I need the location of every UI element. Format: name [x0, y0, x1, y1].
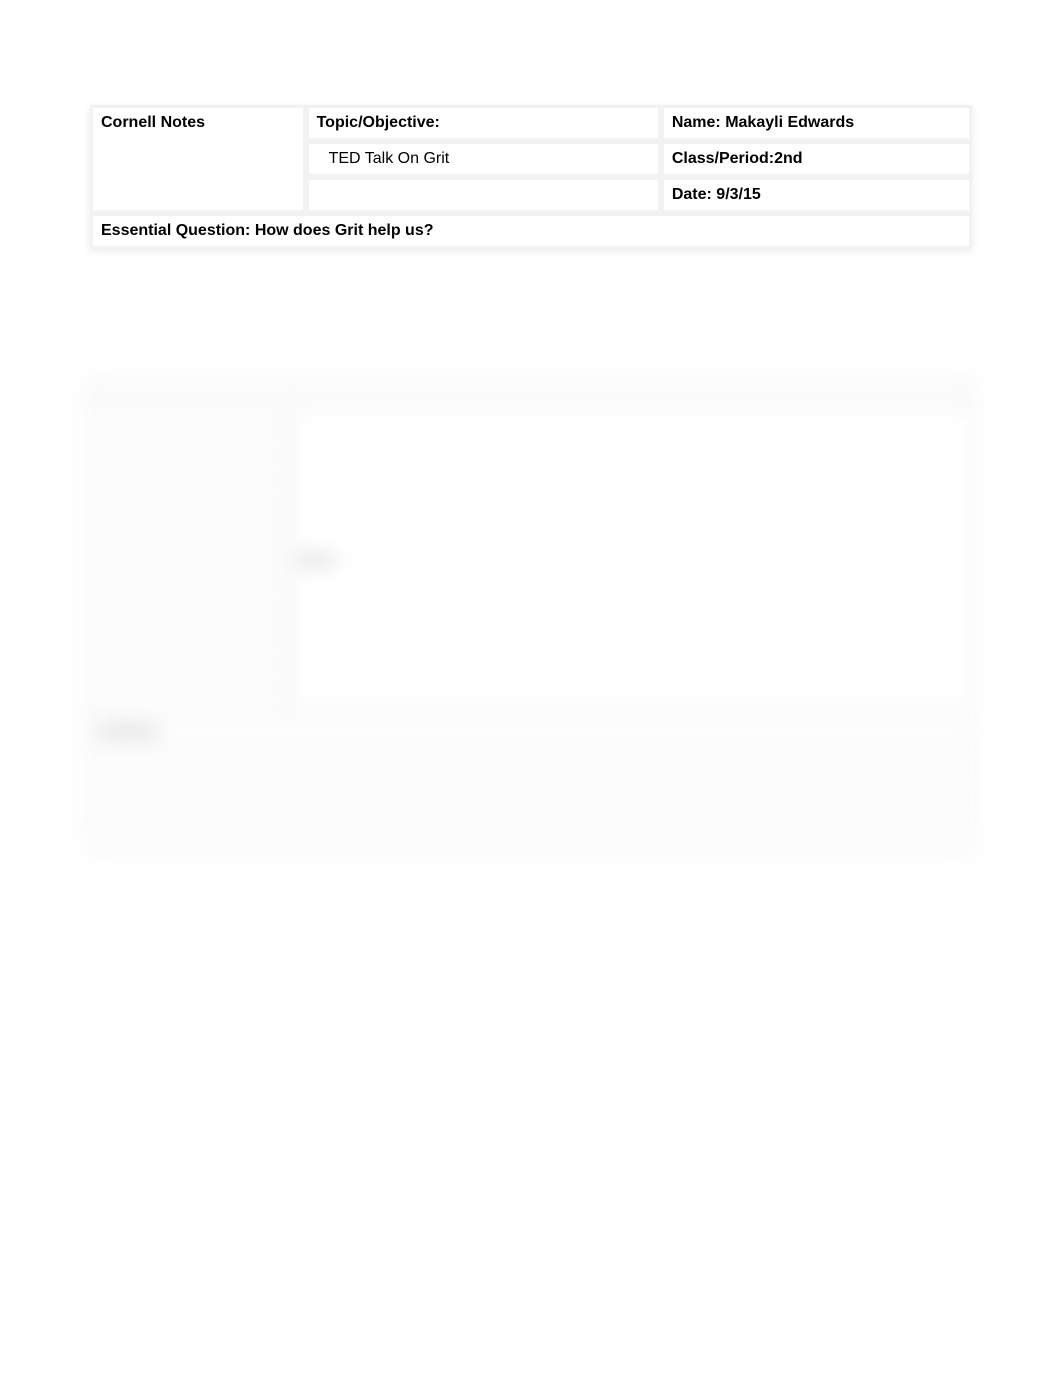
- topic-blank-cell: [306, 177, 661, 213]
- cornell-notes-label: Cornell Notes: [101, 114, 205, 131]
- summary-line: [90, 771, 972, 797]
- question-line-cell: [90, 585, 290, 611]
- question-line-cell: [90, 663, 290, 689]
- notes-area-cell: Notes: [290, 403, 972, 715]
- summary-line: [90, 745, 972, 771]
- essential-question-value: How does Grit help us?: [255, 222, 434, 239]
- name-cell: Name: Makayli Edwards: [661, 105, 972, 141]
- date-label: Date:: [672, 186, 716, 203]
- topic-label-cell: Topic/Objective:: [306, 105, 661, 141]
- blurred-heading-row: Notes: [90, 403, 972, 429]
- question-line-cell: [90, 559, 290, 585]
- blurred-notes-section: Notes Summary: [90, 379, 972, 849]
- summary-label: Summary: [99, 723, 158, 738]
- summary-line: [90, 797, 972, 823]
- date-value: 9/3/15: [716, 186, 760, 203]
- essential-question-label: Essential Question:: [101, 222, 255, 239]
- question-line-cell: [90, 533, 290, 559]
- summary-header-row: Summary: [90, 715, 972, 745]
- summary-line-cell: [90, 745, 972, 771]
- summary-line-cell: [90, 823, 972, 849]
- topic-value-cell: TED Talk On Grit: [306, 141, 661, 177]
- summary-line-cell: [90, 771, 972, 797]
- cornell-notes-body-table: Notes Summary: [90, 379, 972, 849]
- questions-header-cell: [90, 403, 290, 429]
- question-line-cell: [90, 481, 290, 507]
- name-label: Name:: [672, 114, 725, 131]
- question-line-cell: [90, 507, 290, 533]
- question-line-cell: [90, 429, 290, 455]
- class-label: Class/Period:: [672, 150, 774, 167]
- essential-question-row: Essential Question: How does Grit help u…: [90, 213, 972, 249]
- question-line-cell: [90, 611, 290, 637]
- essential-question-cell: Essential Question: How does Grit help u…: [90, 213, 972, 249]
- date-cell: Date: 9/3/15: [661, 177, 972, 213]
- blurred-strip-cell: [90, 379, 972, 403]
- summary-line: [90, 823, 972, 849]
- question-line-cell: [90, 689, 290, 715]
- topic-value: TED Talk On Grit: [317, 150, 450, 167]
- header-row-1: Cornell Notes Topic/Objective: Name: Mak…: [90, 105, 972, 141]
- page-container: Cornell Notes Topic/Objective: Name: Mak…: [0, 0, 1062, 849]
- topic-objective-label: Topic/Objective:: [317, 114, 440, 131]
- summary-header-cell: Summary: [90, 715, 972, 745]
- class-cell: Class/Period:2nd: [661, 141, 972, 177]
- cornell-notes-cell: Cornell Notes: [90, 105, 306, 213]
- question-line-cell: [90, 455, 290, 481]
- blurred-top-strip: [90, 379, 972, 403]
- question-line-cell: [90, 637, 290, 663]
- name-value: Makayli Edwards: [725, 114, 854, 131]
- summary-line-cell: [90, 797, 972, 823]
- class-value: 2nd: [774, 150, 802, 167]
- notes-label: Notes: [299, 552, 335, 567]
- cornell-header-table: Cornell Notes Topic/Objective: Name: Mak…: [90, 105, 972, 249]
